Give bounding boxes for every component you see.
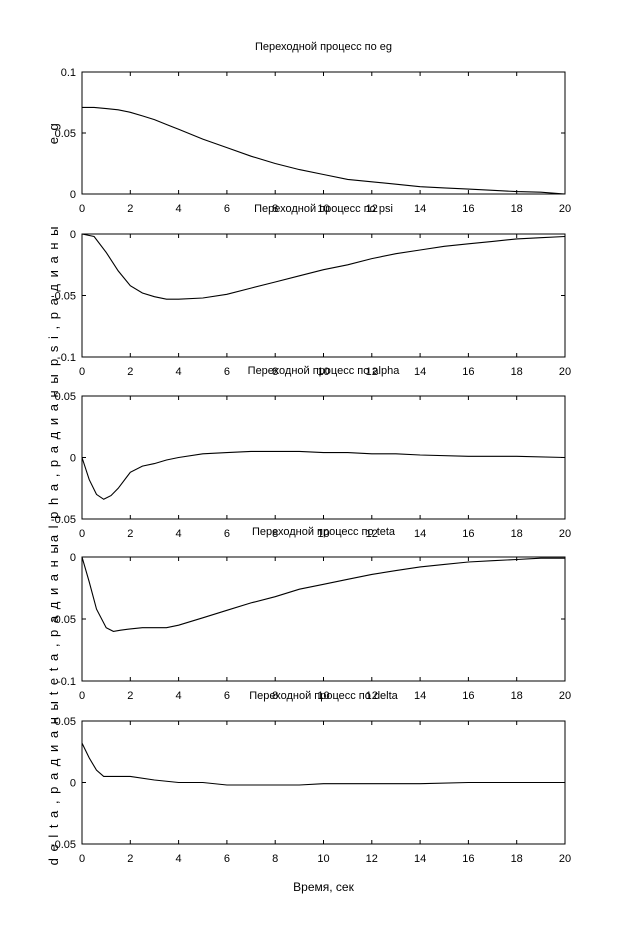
- panel-3-x-tick-label: 18: [511, 528, 523, 540]
- panel-3-x-tick-label: 10: [317, 528, 329, 540]
- panel-2-x-tick-label: 6: [224, 366, 230, 378]
- panel-2-y-tick-label: -0.1: [57, 352, 76, 364]
- panel-1-axes-box: [81, 71, 566, 195]
- panel-2-y-tick-label: 0: [70, 229, 76, 241]
- panel-4-x-tick-label: 8: [272, 690, 278, 702]
- panel-3-series-line-1: [81, 450, 566, 500]
- panel-2-axes-box: [81, 233, 566, 358]
- panel-3-x-tick-label: 16: [462, 528, 474, 540]
- panel-2-x-tick-label: 14: [414, 366, 426, 378]
- panel-4-x-tick-label: 4: [176, 690, 182, 702]
- panel-4-x-tick-label: 18: [511, 690, 523, 702]
- panel-5-y-tick-label: -0.05: [51, 839, 76, 851]
- panel-3-x-tick-label: 6: [224, 528, 230, 540]
- panel-5-y-tick-label: 0.05: [55, 716, 76, 728]
- panel-2-x-tick-label: 12: [366, 366, 378, 378]
- panel-4-y-tick-label: -0.1: [57, 676, 76, 688]
- panel-1-title: Переходной процесс по eg: [255, 41, 392, 53]
- panel-3-x-tick-label: 2: [127, 528, 133, 540]
- panel-2-series-line-1: [81, 233, 566, 300]
- panel-5-series-line-1: [81, 742, 565, 786]
- panel-1-x-tick-label: 10: [317, 203, 329, 215]
- panel-3-axes-box: [81, 395, 566, 520]
- panel-1-x-tick-label: 16: [462, 203, 474, 215]
- panel-5-x-tick-label: 2: [127, 853, 133, 865]
- panel-1-x-tick-label: 4: [176, 203, 182, 215]
- panel-5-y-tick-label: 0: [70, 778, 76, 790]
- panel-1-x-tick-label: 12: [366, 203, 378, 215]
- panel-2-x-tick-label: 2: [127, 366, 133, 378]
- panel-4-series-line-1: [81, 556, 565, 632]
- panel-2-x-tick-label: 20: [559, 366, 571, 378]
- panel-5-x-tick-label: 0: [79, 853, 85, 865]
- panel-5-x-tick-label: 14: [414, 853, 426, 865]
- panel-2-x-tick-label: 18: [511, 366, 523, 378]
- panel-2-x-tick-label: 10: [317, 366, 329, 378]
- panel-1-y-tick-label: 0.05: [55, 128, 76, 140]
- panel-2-y-label: p s i , р а д и а н ы: [46, 225, 61, 366]
- panel-3-x-tick-label: 14: [414, 528, 426, 540]
- panel-4-x-tick-label: 10: [317, 690, 329, 702]
- panel-1-x-tick-label: 2: [127, 203, 133, 215]
- panel-1-y-tick-label: 0: [70, 189, 76, 201]
- panel-3-y-label: a l p h a , р а д и а н ы: [46, 373, 61, 542]
- panel-1-y-tick-label: 0.1: [61, 67, 76, 79]
- panel-4-y-tick-label: 0: [70, 552, 76, 564]
- panel-4-x-tick-label: 6: [224, 690, 230, 702]
- panel-5-y-label: d e l t a , р а д и а н ы: [46, 700, 61, 866]
- panel-4-x-tick-label: 16: [462, 690, 474, 702]
- panel-4-x-tick-label: 2: [127, 690, 133, 702]
- panel-4-x-tick-label: 20: [559, 690, 571, 702]
- panel-1-x-tick-label: 18: [511, 203, 523, 215]
- panel-3-title: Переходной процесс по alpha: [248, 365, 401, 377]
- panel-1-x-tick-label: 6: [224, 203, 230, 215]
- panel-5-x-tick-label: 18: [511, 853, 523, 865]
- panel-3-x-tick-label: 12: [366, 528, 378, 540]
- panel-5-x-label: Время, сек: [293, 880, 354, 894]
- panel-4-axes-box: [81, 556, 566, 682]
- panel-2-x-tick-label: 4: [176, 366, 182, 378]
- panel-5-x-tick-label: 16: [462, 853, 474, 865]
- panel-3-y-tick-label: 0.05: [55, 391, 76, 403]
- panel-2-x-tick-label: 8: [272, 366, 278, 378]
- panel-5-x-tick-label: 8: [272, 853, 278, 865]
- panel-2-x-tick-label: 16: [462, 366, 474, 378]
- panel-3-x-tick-label: 4: [176, 528, 182, 540]
- panel-1-x-tick-label: 8: [272, 203, 278, 215]
- panel-1-series-line-1: [82, 106, 566, 195]
- panel-3-y-tick-label: 0: [70, 453, 76, 465]
- panel-1-x-tick-label: 0: [79, 203, 85, 215]
- panel-4-x-tick-label: 14: [414, 690, 426, 702]
- panel-1-y-label: e g: [46, 122, 61, 145]
- panel-5-x-tick-label: 10: [317, 853, 329, 865]
- panel-4-title: Переходной процесс по teta: [252, 526, 396, 538]
- panel-5-x-tick-label: 4: [176, 853, 182, 865]
- panel-4-x-tick-label: 12: [366, 690, 378, 702]
- panel-4-y-tick-label: -0.05: [51, 614, 76, 626]
- panel-1-x-tick-label: 20: [559, 203, 571, 215]
- panel-5-x-tick-label: 6: [224, 853, 230, 865]
- panel-4-x-tick-label: 0: [79, 690, 85, 702]
- panel-5-x-tick-label: 20: [559, 853, 571, 865]
- panel-3-x-tick-label: 8: [272, 528, 278, 540]
- panel-1-x-tick-label: 14: [414, 203, 426, 215]
- panel-2-title: Переходной процесс по psi: [254, 203, 393, 215]
- panel-3-x-tick-label: 0: [79, 528, 85, 540]
- panel-3-y-tick-label: -0.05: [51, 514, 76, 526]
- panel-5-x-tick-label: 12: [366, 853, 378, 865]
- panel-2-y-tick-label: -0.05: [51, 291, 76, 303]
- panel-2-x-tick-label: 0: [79, 366, 85, 378]
- panel-4-y-label: t e t a , р а д и а н ы: [46, 543, 61, 696]
- panel-5-title: Переходной процесс по delta: [249, 690, 398, 702]
- panel-3-x-tick-label: 20: [559, 528, 571, 540]
